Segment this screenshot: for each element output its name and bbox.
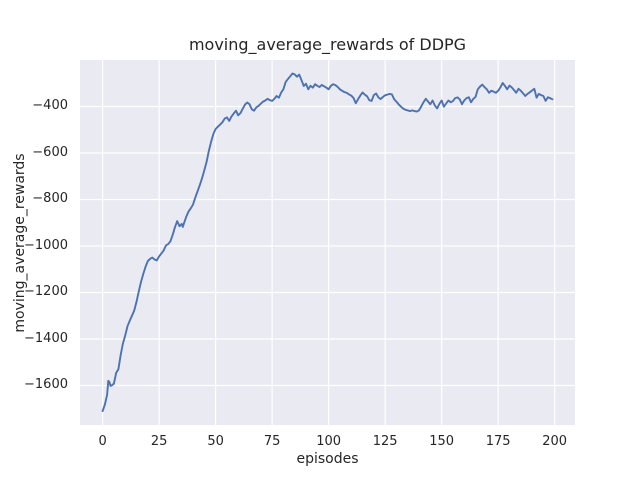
x-axis-label: episodes	[296, 451, 359, 467]
x-tick-label: 125	[372, 434, 398, 449]
y-tick-label: −1000	[24, 237, 68, 253]
y-tick-label: −800	[32, 191, 68, 207]
x-tick-label: 200	[542, 434, 568, 449]
x-tick-label: 175	[485, 434, 511, 449]
x-tick-label: 75	[263, 434, 281, 449]
y-tick-label: −600	[32, 144, 68, 160]
y-tick-label: −1400	[24, 330, 68, 346]
y-tick-label: −1200	[24, 284, 68, 300]
y-tick-label: −400	[32, 98, 68, 114]
chart-title: moving_average_rewards of DDPG	[188, 35, 467, 54]
axes-background	[80, 60, 575, 425]
series-line	[101, 72, 554, 413]
x-tick-label: 100	[316, 434, 342, 449]
x-tick-label: 150	[429, 434, 455, 449]
x-tick-label: 0	[98, 434, 107, 449]
x-tick-label: 25	[150, 434, 168, 449]
y-tick-label: −1600	[24, 377, 68, 393]
x-tick-label: 50	[207, 434, 224, 449]
